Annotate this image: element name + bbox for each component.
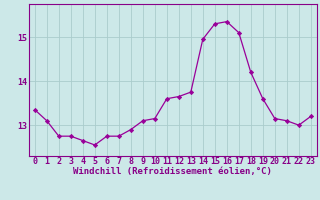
X-axis label: Windchill (Refroidissement éolien,°C): Windchill (Refroidissement éolien,°C)	[73, 167, 272, 176]
